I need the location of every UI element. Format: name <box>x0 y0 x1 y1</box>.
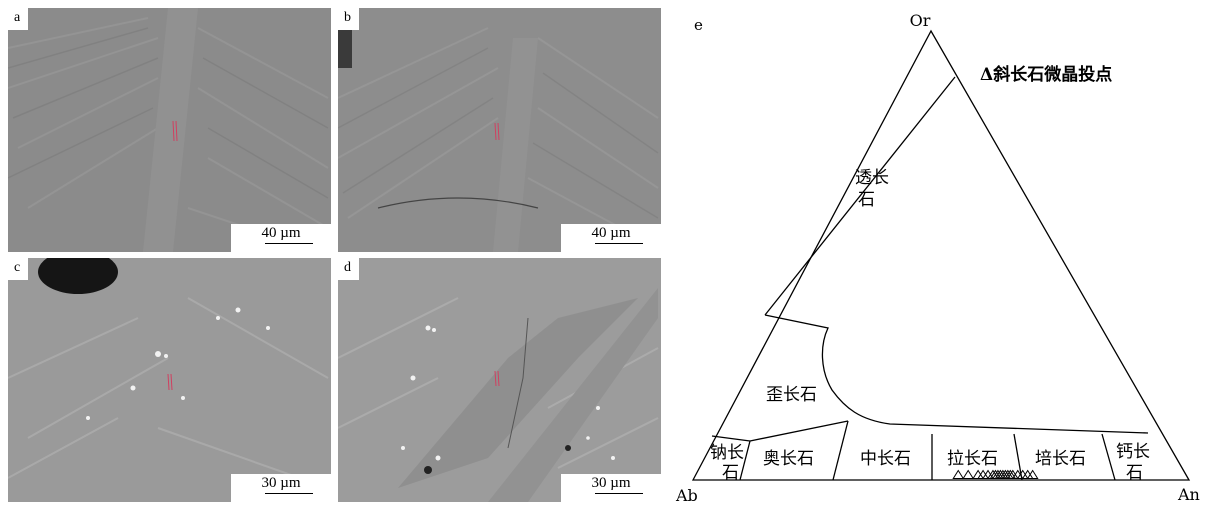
field-sanidine-2: 石 <box>858 190 875 210</box>
panel-label: a <box>8 8 29 30</box>
field-oligoclase: 奥长石 <box>763 449 814 469</box>
data-point <box>1016 469 1029 480</box>
scale-bar: 30 µm <box>561 474 661 502</box>
field-bytownite: 培长石 <box>1035 449 1086 469</box>
field-boundaries <box>691 29 1191 481</box>
triangle-outline <box>691 29 1191 481</box>
scale-line <box>595 493 643 494</box>
field-albite-2: 石 <box>722 463 739 483</box>
data-point <box>952 469 965 480</box>
field-labels: 透长 石 歪长石 钠长 石 奥长石 中长石 拉长石 培长石 钙长 石 <box>710 168 1150 483</box>
scale-line <box>265 243 313 244</box>
sem-panel-a: a 40 µm <box>8 8 331 252</box>
boundary-curve <box>764 314 1149 434</box>
scale-text: 40 µm <box>261 225 301 241</box>
scale-line <box>265 493 313 494</box>
data-point <box>962 469 975 480</box>
sem-image-b <box>338 8 661 252</box>
sem-image-c <box>8 258 331 502</box>
scale-bar: 30 µm <box>231 474 331 502</box>
panel-label: c <box>8 258 29 280</box>
scale-text: 40 µm <box>591 225 631 241</box>
panel-label: b <box>338 8 359 30</box>
sem-panel-b: b 40 µm <box>338 8 661 252</box>
sem-image-d <box>338 258 661 502</box>
data-point <box>1021 469 1034 480</box>
feldspar-ternary-diagram: e Or Ab An Δ斜长石微晶投点 透长 石 歪长石 钠长 石 奥长石 中长… <box>675 11 1200 505</box>
scale-text: 30 µm <box>261 475 301 491</box>
inner-edge <box>764 76 956 316</box>
scale-text: 30 µm <box>591 475 631 491</box>
sem-panel-c: c 30 µm <box>8 258 331 502</box>
field-anorthite-2: 石 <box>1126 463 1143 483</box>
field-sanidine: 透长 <box>855 168 889 188</box>
field-anorthite: 钙长 <box>1116 442 1150 462</box>
field-anorthoclase: 歪长石 <box>766 385 817 405</box>
data-point <box>977 469 989 480</box>
field-andesine: 中长石 <box>860 449 911 469</box>
legend-text: Δ斜长石微晶投点 <box>980 64 1112 85</box>
vertex-or: Or <box>910 11 931 30</box>
panel-label-e: e <box>694 16 703 34</box>
vertex-ab: Ab <box>675 486 698 505</box>
scale-bar: 40 µm <box>561 224 661 252</box>
data-points <box>952 469 1039 480</box>
sem-panel-d: d 30 µm <box>338 258 661 502</box>
vertex-an: An <box>1177 485 1200 504</box>
data-point <box>1026 469 1039 480</box>
field-labradorite: 拉长石 <box>947 449 998 469</box>
data-point <box>972 469 985 480</box>
scale-bar: 40 µm <box>231 224 331 252</box>
sem-image-a <box>8 8 331 252</box>
scale-line <box>595 243 643 244</box>
panel-label: d <box>338 258 359 280</box>
field-albite: 钠长 <box>710 443 744 463</box>
